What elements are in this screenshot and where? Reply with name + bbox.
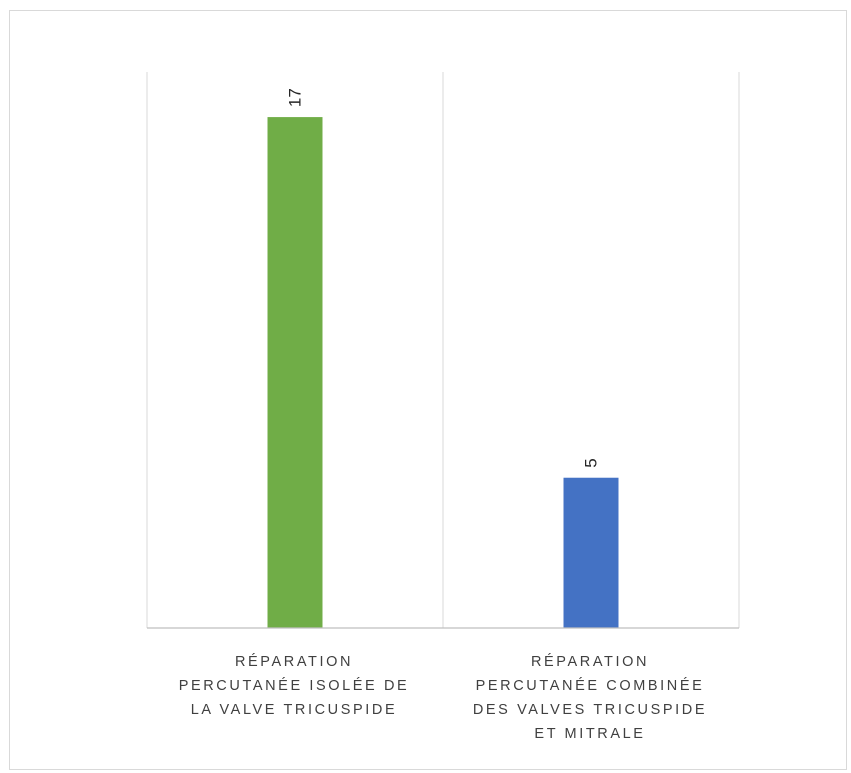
data-label-bar-1: 17 — [286, 88, 305, 107]
bars — [267, 117, 619, 628]
category-label-isolated-tricuspid: RÉPARATION PERCUTANÉE ISOLÉE DE LA VALVE… — [178, 654, 410, 718]
data-label-bar-2: 5 — [582, 458, 601, 467]
bar-1 — [267, 117, 323, 628]
grid-lines — [146, 72, 740, 628]
bar-2 — [563, 477, 619, 628]
category-label-combined-tricuspid-mitral: RÉPARATION PERCUTANÉE COMBINÉE DES VALVE… — [472, 654, 708, 742]
chart-frame — [9, 10, 847, 770]
data-labels: 17 5 — [286, 88, 601, 468]
